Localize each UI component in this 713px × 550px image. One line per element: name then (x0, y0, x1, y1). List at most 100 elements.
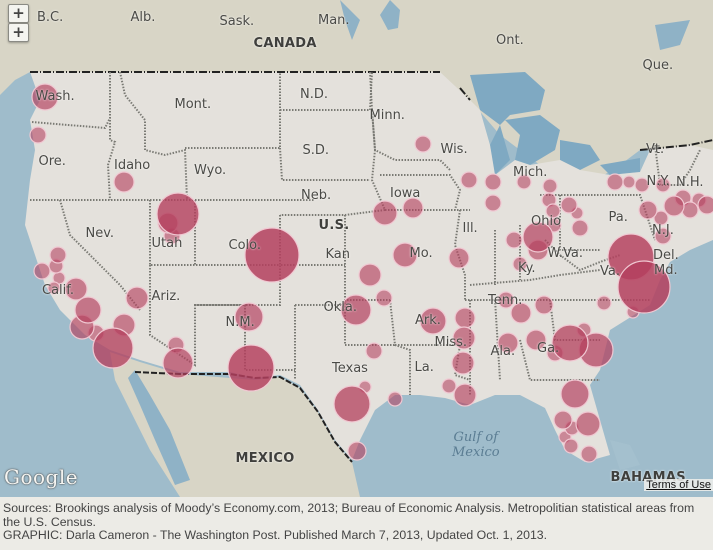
state-label: Mo. (409, 245, 433, 261)
metro-bubble[interactable] (622, 175, 636, 189)
metro-bubble[interactable] (505, 231, 523, 249)
metro-bubble[interactable] (542, 178, 558, 194)
state-label: Miss. (434, 334, 468, 350)
state-label: Ala. (490, 343, 516, 359)
metro-bubble[interactable] (244, 227, 300, 283)
state-label: Ohio (531, 213, 562, 229)
state-label: Mich. (513, 164, 548, 180)
metro-bubble[interactable] (575, 411, 601, 437)
metro-bubble[interactable] (402, 197, 424, 219)
state-label: Minn. (369, 107, 405, 123)
metro-bubble[interactable] (451, 351, 475, 375)
metro-bubble[interactable] (448, 247, 470, 269)
metro-bubble[interactable] (49, 246, 67, 264)
metro-bubble[interactable] (392, 242, 418, 268)
metro-bubble[interactable] (663, 195, 685, 217)
terms-of-use-link[interactable]: Terms of Use (644, 479, 713, 491)
metro-bubble[interactable] (580, 445, 598, 463)
metro-bubble[interactable] (553, 410, 573, 430)
metro-bubble[interactable] (484, 194, 502, 212)
metro-bubble[interactable] (125, 286, 149, 310)
metro-bubble[interactable] (29, 126, 47, 144)
metro-bubble[interactable] (484, 173, 502, 191)
metro-bubble[interactable] (372, 200, 398, 226)
state-label: Ore. (38, 153, 66, 169)
metro-bubble[interactable] (512, 256, 528, 272)
metro-bubble[interactable] (606, 173, 624, 191)
metro-bubble[interactable] (419, 307, 447, 335)
state-label: Texas (332, 360, 368, 376)
metro-bubble[interactable] (534, 295, 554, 315)
metro-bubble[interactable] (560, 196, 578, 214)
metro-bubble[interactable] (453, 383, 477, 407)
metro-bubble[interactable] (571, 219, 589, 237)
metro-bubble[interactable] (551, 324, 589, 362)
sources-text: Sources: Brookings analysis of Moody’s E… (3, 501, 695, 529)
metro-bubble[interactable] (64, 277, 88, 301)
metro-bubble[interactable] (441, 378, 457, 394)
metro-bubble[interactable] (452, 326, 476, 350)
metro-bubble[interactable] (33, 262, 51, 280)
metro-bubble[interactable] (460, 171, 478, 189)
state-label: Del. (653, 247, 679, 263)
metro-bubble[interactable] (92, 327, 134, 369)
metro-bubble[interactable] (638, 200, 658, 220)
state-label: W.Va. (547, 245, 583, 261)
metro-bubble[interactable] (333, 385, 371, 423)
state-label: Utah (151, 235, 183, 251)
great-lakes (470, 72, 640, 175)
state-label: Wyo. (194, 162, 227, 178)
metro-bubble[interactable] (387, 391, 403, 407)
metro-bubble[interactable] (655, 177, 671, 193)
state-label: N.H. (676, 174, 704, 190)
state-label: La. (414, 359, 434, 375)
state-label: Mont. (174, 96, 212, 112)
metro-bubble[interactable] (563, 438, 579, 454)
state-label: Ga. (537, 340, 560, 356)
metro-bubble[interactable] (596, 295, 612, 311)
metro-bubble[interactable] (162, 347, 194, 379)
metro-bubble[interactable] (375, 289, 393, 307)
state-label: N.D. (300, 86, 328, 102)
state-label: Vt. (646, 141, 665, 157)
metro-bubble[interactable] (227, 344, 275, 392)
google-logo: Google (4, 465, 79, 489)
state-label: Nev. (85, 225, 115, 241)
zoom-out-button[interactable]: + (8, 23, 29, 42)
metro-bubble[interactable] (497, 291, 515, 309)
state-label: Ariz. (151, 288, 181, 304)
metro-bubble[interactable] (510, 302, 532, 324)
metro-bubble[interactable] (697, 195, 713, 215)
province-label: Man. (318, 12, 350, 28)
map-canvas[interactable]: + + B.C. Alb. Sask. Man. Ont. Que. Wash. Ore. Id… (0, 0, 713, 497)
metro-bubble[interactable] (365, 342, 383, 360)
metro-bubble[interactable] (358, 263, 382, 287)
metro-bubble[interactable] (31, 83, 59, 111)
metro-bubble[interactable] (516, 174, 532, 190)
metro-bubble[interactable] (156, 192, 200, 236)
metro-bubble[interactable] (347, 441, 367, 461)
state-label: Neb. (301, 187, 332, 203)
state-label: Colo. (228, 237, 262, 253)
metro-bubble[interactable] (47, 281, 61, 295)
basemap (0, 0, 713, 497)
metro-bubble[interactable] (414, 135, 432, 153)
metro-bubble[interactable] (497, 332, 519, 354)
metro-bubble[interactable] (617, 260, 671, 314)
metro-bubble[interactable] (654, 227, 672, 245)
metro-bubble[interactable] (340, 294, 372, 326)
metro-bubble[interactable] (522, 221, 554, 253)
water-label: Gulf of Mexico (452, 430, 500, 460)
state-label: N.J. (652, 222, 674, 238)
zoom-in-button[interactable]: + (8, 4, 29, 23)
metro-bubble[interactable] (74, 296, 102, 324)
province-label: B.C. (37, 9, 64, 25)
metro-bubble[interactable] (653, 210, 669, 226)
metro-bubble[interactable] (525, 329, 547, 351)
metro-bubble[interactable] (634, 177, 650, 193)
metro-bubble[interactable] (234, 302, 264, 332)
metro-bubble[interactable] (113, 171, 135, 193)
state-label: N.M. (225, 314, 255, 330)
metro-bubble[interactable] (560, 379, 590, 409)
metro-bubble[interactable] (454, 307, 476, 329)
